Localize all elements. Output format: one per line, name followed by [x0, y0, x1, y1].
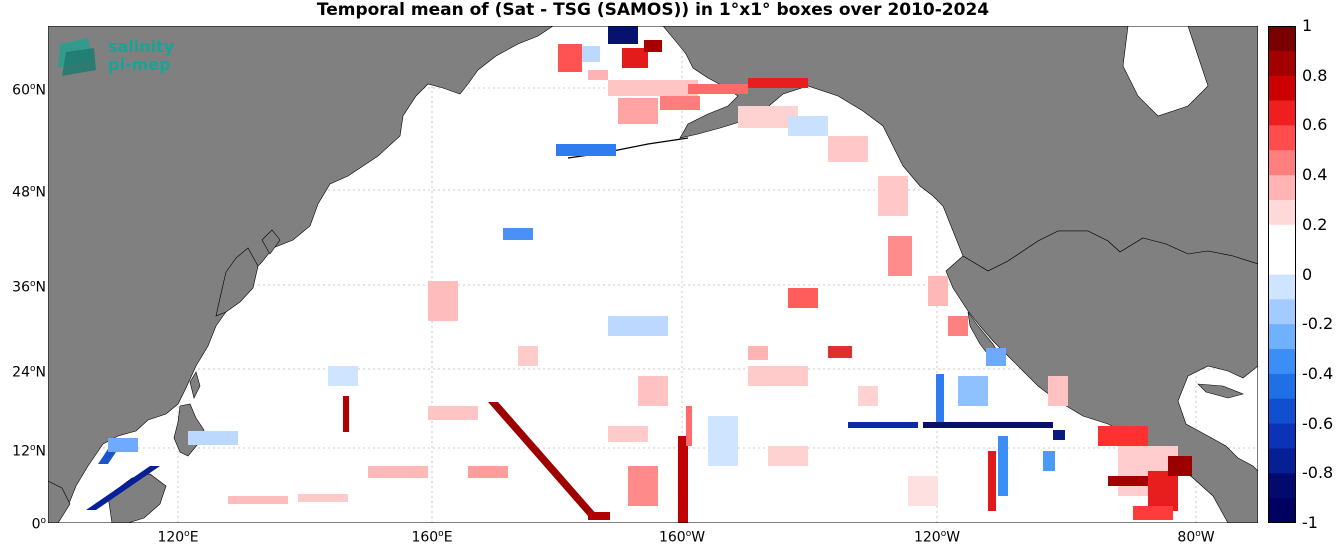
colorbar-segment: [1268, 423, 1296, 449]
colorbar-tick-label: 0.8: [1302, 65, 1328, 85]
colorbar-segment: [1268, 448, 1296, 474]
colorbar-segment: [1268, 26, 1296, 52]
anomaly-cells: [86, 26, 1192, 523]
lon-label-160w: 160oW: [658, 529, 706, 546]
colorbar-segment: [1268, 299, 1296, 325]
colorbar-segment: [1268, 75, 1296, 102]
colorbar-tick-label: -0.2: [1302, 314, 1334, 334]
logo-line1: salinity: [108, 37, 175, 56]
colorbar-segment: [1268, 125, 1296, 151]
colorbar-tick-label: -0.4: [1302, 363, 1334, 383]
colorbar-tick-label: -0.8: [1302, 463, 1334, 483]
land-hokkaido: [261, 229, 281, 255]
lon-label-160e: 160oE: [411, 529, 453, 546]
land-hudson-bay: [1122, 26, 1209, 117]
logo-line2: pi-mep: [108, 55, 171, 74]
lat-label-24n: 24oN: [12, 364, 46, 381]
land-taiwan: [189, 371, 201, 399]
lat-label-36n: 36oN: [12, 279, 46, 296]
colorbar-tick-label: 0.2: [1302, 214, 1328, 234]
lat-label-12n: 12oN: [12, 443, 46, 460]
land-masses: [48, 26, 1258, 523]
colorbar-segment: [1268, 349, 1296, 375]
colorbar-segment: [1268, 249, 1296, 275]
colorbar-segment: [1268, 498, 1296, 523]
lat-label-60n: 60oN: [12, 82, 46, 99]
colorbar-segment: [1268, 50, 1296, 77]
colorbar-segment: [1268, 373, 1296, 400]
colorbar-segment: [1268, 274, 1296, 300]
colorbar-tick-label: 0: [1302, 264, 1313, 284]
colorbar-tick-label: -1: [1302, 513, 1318, 532]
lat-label-48n: 48oN: [12, 184, 46, 201]
lon-label-80w: 80oW: [1177, 529, 1215, 546]
logo-emblem: [58, 38, 96, 76]
colorbar-segment: [1268, 199, 1296, 226]
lon-label-120e: 120oE: [157, 529, 199, 546]
lon-label-120w: 120oW: [913, 529, 961, 546]
colorbar-tick-label: 1: [1302, 16, 1313, 35]
land-north-america: [945, 230, 1258, 523]
colorbar-tick-label: 0.6: [1302, 115, 1328, 135]
land-cuba: [1197, 383, 1244, 399]
colorbar-segment: [1268, 473, 1296, 499]
colorbar: [1268, 26, 1296, 523]
land-sumatra: [48, 480, 71, 523]
colorbar-segment: [1268, 398, 1296, 425]
logo: salinity pi-mep: [58, 37, 188, 85]
lat-label-0: 0o: [31, 516, 46, 533]
map-plot[interactable]: [48, 26, 1258, 523]
land-japan: [215, 247, 259, 317]
colorbar-tick-label: 0.4: [1302, 165, 1328, 185]
colorbar-segment: [1268, 100, 1296, 126]
map-title: Temporal mean of (Sat - TSG (SAMOS)) in …: [316, 0, 990, 20]
colorbar-segment: [1268, 324, 1296, 350]
colorbar-segment: [1268, 224, 1296, 251]
colorbar-segment: [1268, 175, 1296, 201]
colorbar-segment: [1268, 150, 1296, 176]
colorbar-tick-label: -0.6: [1302, 413, 1334, 433]
